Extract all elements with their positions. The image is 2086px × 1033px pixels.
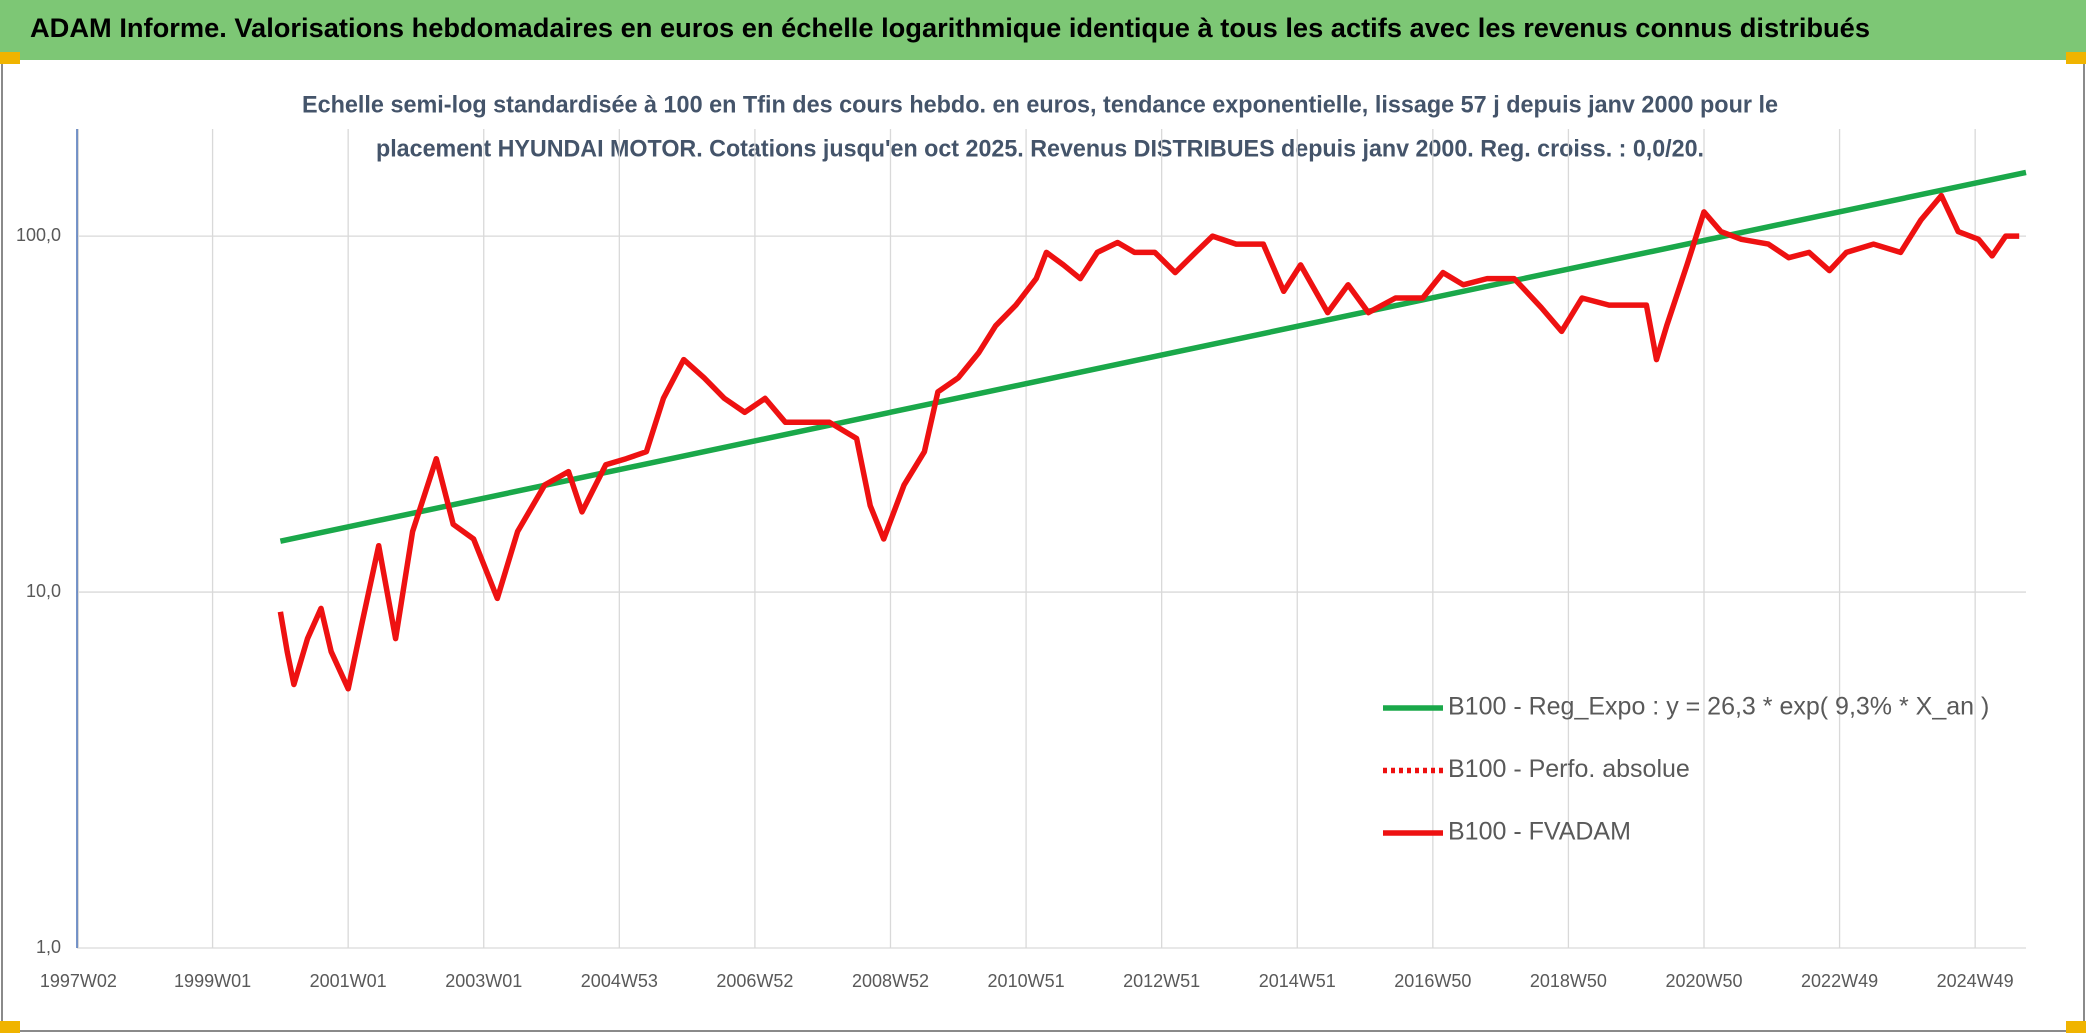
title-banner — [0, 0, 2086, 60]
legend-label: B100 - Perfo. absolue — [1448, 755, 1690, 783]
x-tick-label: 2022W49 — [1801, 971, 1878, 991]
x-tick-label: 2006W52 — [716, 971, 793, 991]
x-tick-label: 1999W01 — [174, 971, 251, 991]
x-tick-label: 2014W51 — [1259, 971, 1336, 991]
y-tick-label: 1,0 — [36, 937, 61, 957]
x-tick-label: 2008W52 — [852, 971, 929, 991]
x-tick-label: 2016W50 — [1394, 971, 1471, 991]
chart-subtitle: placement HYUNDAI MOTOR. Cotations jusqu… — [376, 135, 1704, 162]
chart-subtitle: Echelle semi-log standardisée à 100 en T… — [302, 91, 1778, 118]
x-tick-label: 2012W51 — [1123, 971, 1200, 991]
x-tick-label: 2020W50 — [1665, 971, 1742, 991]
legend-label: B100 - FVADAM — [1448, 818, 1631, 846]
x-tick-label: 2004W53 — [581, 971, 658, 991]
corner — [2066, 1021, 2086, 1033]
x-tick-label: 1997W02 — [40, 971, 117, 991]
x-tick-label: 2024W49 — [1937, 971, 2014, 991]
corner — [2066, 52, 2086, 64]
x-tick-label: 2001W01 — [310, 971, 387, 991]
y-tick-label: 10,0 — [26, 581, 61, 601]
x-tick-label: 2010W51 — [988, 971, 1065, 991]
chart-title: ADAM Informe. Valorisations hebdomadaire… — [30, 13, 1870, 43]
legend-label: B100 - Reg_Expo : y = 26,3 * exp( 9,3% *… — [1448, 693, 1989, 721]
y-tick-label: 100,0 — [16, 225, 61, 245]
x-tick-label: 2003W01 — [445, 971, 522, 991]
corner — [0, 52, 20, 64]
x-tick-label: 2018W50 — [1530, 971, 1607, 991]
corner — [0, 1021, 20, 1033]
series-line — [277, 192, 2020, 692]
